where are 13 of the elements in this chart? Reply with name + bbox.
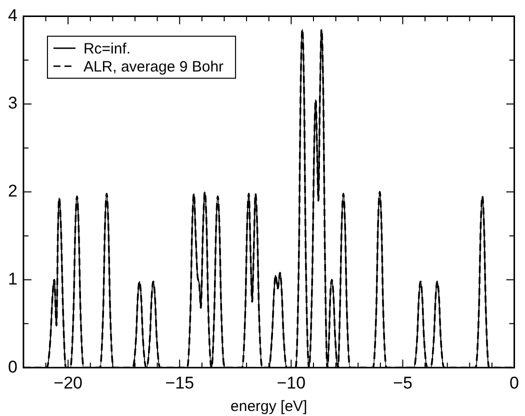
y-tick-label: 0 [8,357,18,376]
y-tick-label: 4 [8,6,18,25]
legend-label: ALR, average 9 Bohr [83,58,224,76]
x-tick-label: −5 [393,373,412,392]
legend-label: Rc=inf. [83,40,131,58]
x-tick-label: −10 [276,373,306,392]
x-axis-title: energy [eV] [230,398,308,416]
x-tick-label: −15 [165,373,194,392]
y-tick-label: 1 [8,269,18,288]
y-tick-label: 3 [8,94,18,113]
x-tick-label: 0 [510,373,520,392]
x-tick-label: −20 [54,373,82,392]
y-tick-label: 2 [8,182,18,201]
